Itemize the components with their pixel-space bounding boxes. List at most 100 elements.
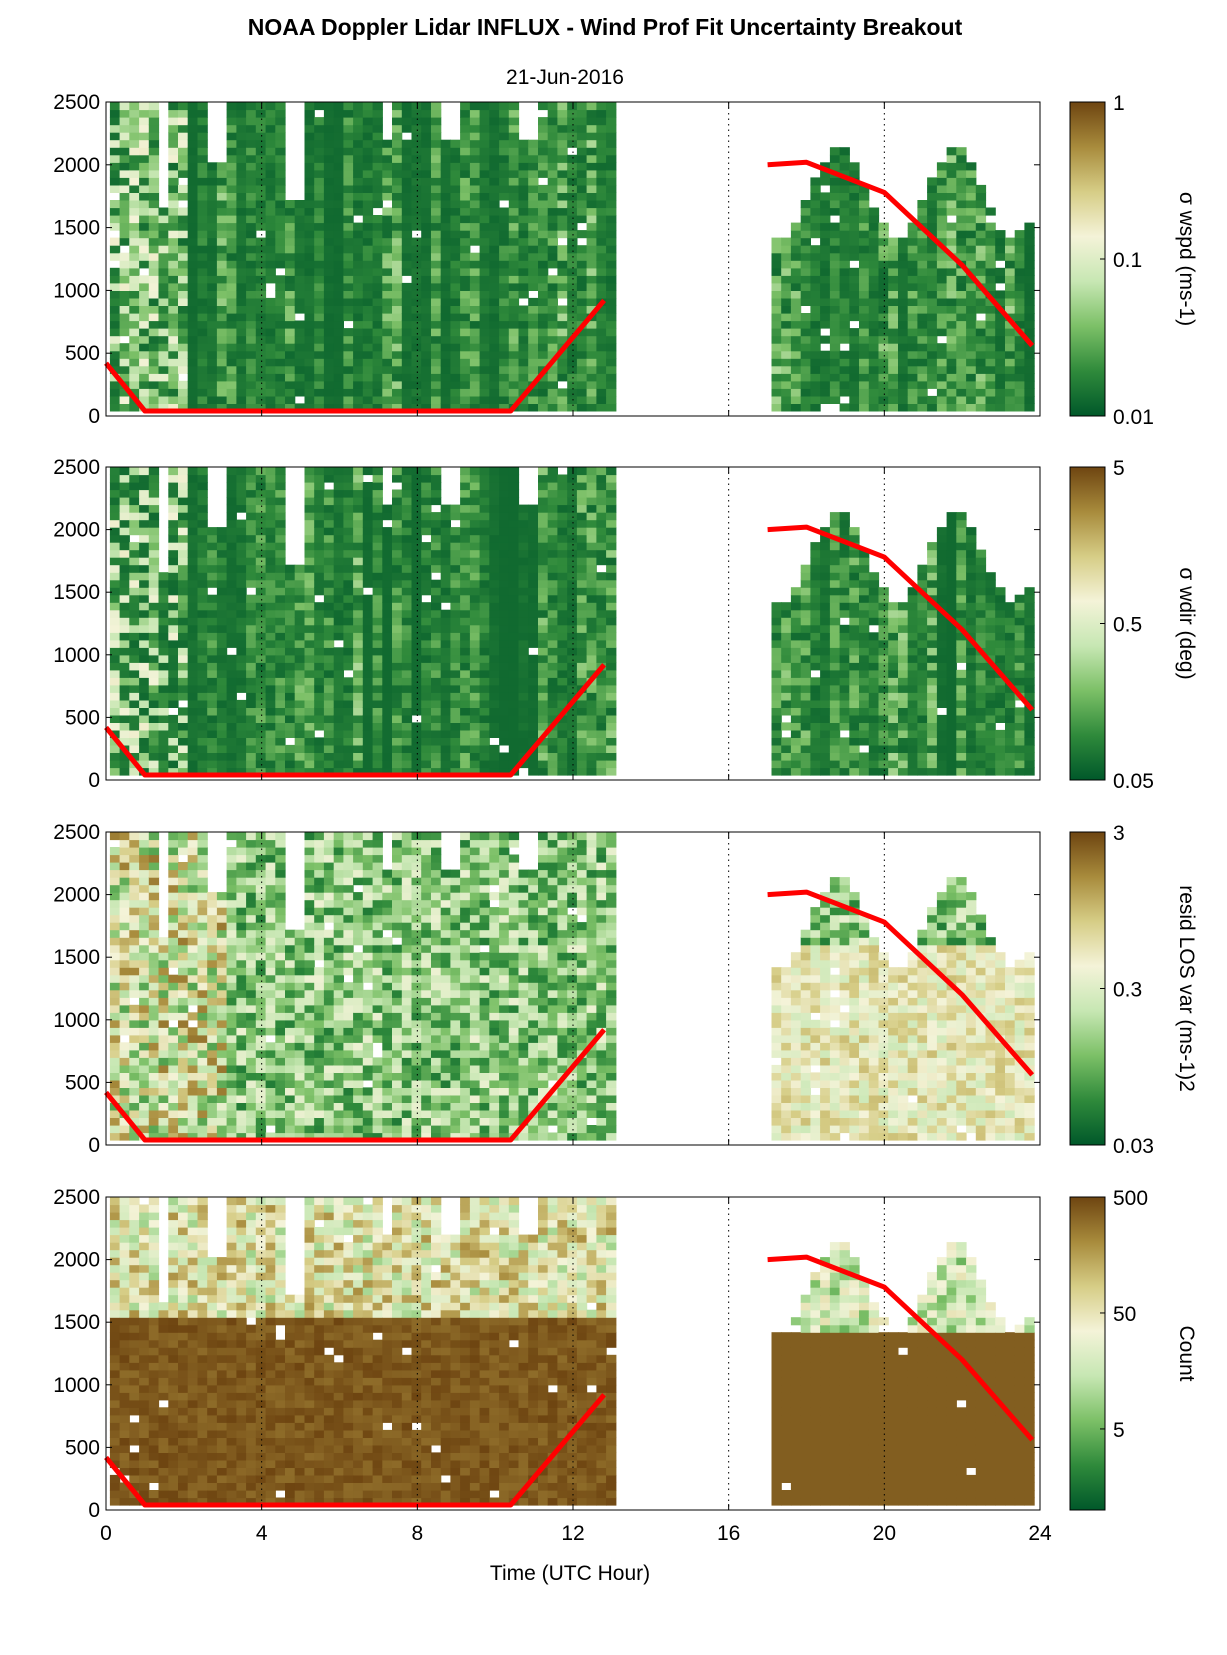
heatmap-cell	[343, 139, 354, 148]
heatmap-cell	[187, 124, 198, 133]
heatmap-cell	[362, 482, 374, 491]
heatmap-cell	[956, 358, 967, 367]
heatmap-cell	[1005, 305, 1016, 314]
heatmap-cell	[557, 647, 568, 656]
heatmap-cell	[294, 328, 305, 337]
heatmap-cell	[148, 328, 160, 337]
heatmap-cell	[479, 699, 490, 708]
heatmap-cell	[469, 230, 481, 239]
heatmap-cell	[314, 737, 325, 746]
heatmap-cell	[576, 245, 588, 254]
heatmap-cell	[567, 467, 578, 476]
heatmap-cell	[304, 512, 315, 521]
heatmap-cell	[323, 215, 335, 224]
heatmap-cell	[362, 579, 374, 588]
heatmap-cell	[275, 684, 286, 693]
heatmap-cell	[771, 380, 782, 389]
heatmap-cell	[265, 714, 276, 723]
heatmap-cell	[489, 647, 500, 656]
heatmap-cell	[440, 587, 451, 596]
heatmap-cell	[995, 297, 1006, 306]
heatmap-cell	[285, 373, 296, 382]
heatmap-cell	[810, 594, 821, 603]
heatmap-cell	[139, 395, 150, 404]
heatmap-cell	[158, 647, 169, 656]
heatmap-cell	[479, 335, 490, 344]
heatmap-cell	[499, 549, 510, 558]
heatmap-cell	[985, 252, 996, 261]
heatmap-cell	[139, 343, 150, 352]
heatmap-cell	[265, 117, 276, 126]
heatmap-cell	[849, 365, 860, 374]
heatmap-cell	[197, 267, 208, 276]
heatmap-cell	[538, 594, 549, 603]
heatmap-cell	[460, 482, 471, 491]
heatmap-cell	[226, 395, 237, 404]
heatmap-cell	[168, 380, 179, 389]
heatmap-cell	[1014, 313, 1025, 322]
heatmap-cell	[829, 275, 841, 284]
heatmap-cell	[353, 373, 364, 382]
heatmap-cell	[567, 557, 578, 566]
heatmap-cell	[197, 343, 208, 352]
heatmap-cell	[401, 639, 413, 648]
heatmap-cell	[109, 722, 121, 731]
heatmap-cell	[343, 744, 354, 753]
heatmap-cell	[246, 564, 257, 573]
heatmap-cell	[927, 222, 938, 231]
heatmap-cell	[197, 542, 208, 551]
heatmap-cell	[207, 200, 218, 209]
heatmap-cell	[450, 744, 461, 753]
heatmap-cell	[333, 677, 344, 686]
heatmap-cell	[936, 200, 948, 209]
heatmap-cell	[606, 549, 617, 558]
heatmap-cell	[966, 305, 977, 314]
heatmap-cell	[353, 139, 364, 148]
heatmap-cell	[586, 184, 597, 193]
heatmap-cell	[810, 395, 821, 404]
heatmap-cell	[323, 609, 335, 618]
heatmap-cell	[343, 729, 354, 738]
heatmap-cell	[362, 497, 374, 506]
heatmap-cell	[129, 162, 140, 171]
heatmap-cell	[197, 654, 208, 663]
heatmap-cell	[460, 200, 471, 209]
heatmap-cell	[567, 245, 578, 254]
heatmap-cell	[304, 482, 315, 491]
heatmap-cell	[197, 358, 208, 367]
heatmap-cell	[187, 527, 198, 536]
heatmap-cell	[586, 617, 597, 626]
heatmap-cell	[353, 602, 364, 611]
heatmap-cell	[314, 343, 325, 352]
heatmap-cell	[109, 215, 121, 224]
heatmap-cell	[372, 572, 383, 581]
heatmap-cell	[790, 252, 802, 261]
heatmap-cell	[362, 124, 374, 133]
heatmap-cell	[139, 117, 150, 126]
heatmap-cell	[216, 358, 228, 367]
heatmap-cell	[178, 527, 189, 536]
heatmap-cell	[197, 252, 208, 261]
heatmap-cell	[353, 230, 364, 239]
heatmap-cell	[187, 320, 198, 329]
heatmap-cell	[936, 184, 948, 193]
heatmap-cell	[294, 564, 305, 573]
heatmap-cell	[187, 504, 198, 513]
heatmap-cell	[246, 380, 257, 389]
heatmap-cell	[576, 707, 588, 716]
heatmap-cell	[382, 587, 393, 596]
heatmap-cell	[810, 260, 821, 269]
heatmap-cell	[275, 549, 286, 558]
heatmap-cell	[343, 252, 354, 261]
heatmap-cell	[343, 267, 354, 276]
heatmap-cell	[820, 320, 831, 329]
heatmap-cell	[966, 313, 977, 322]
heatmap-cell	[178, 684, 189, 693]
heatmap-cell	[333, 162, 344, 171]
heatmap-cell	[372, 388, 383, 397]
heatmap-cell	[975, 207, 987, 216]
heatmap-cell	[518, 722, 529, 731]
heatmap-cell	[411, 147, 422, 156]
heatmap-cell	[323, 474, 335, 483]
heatmap-cell	[207, 662, 218, 671]
